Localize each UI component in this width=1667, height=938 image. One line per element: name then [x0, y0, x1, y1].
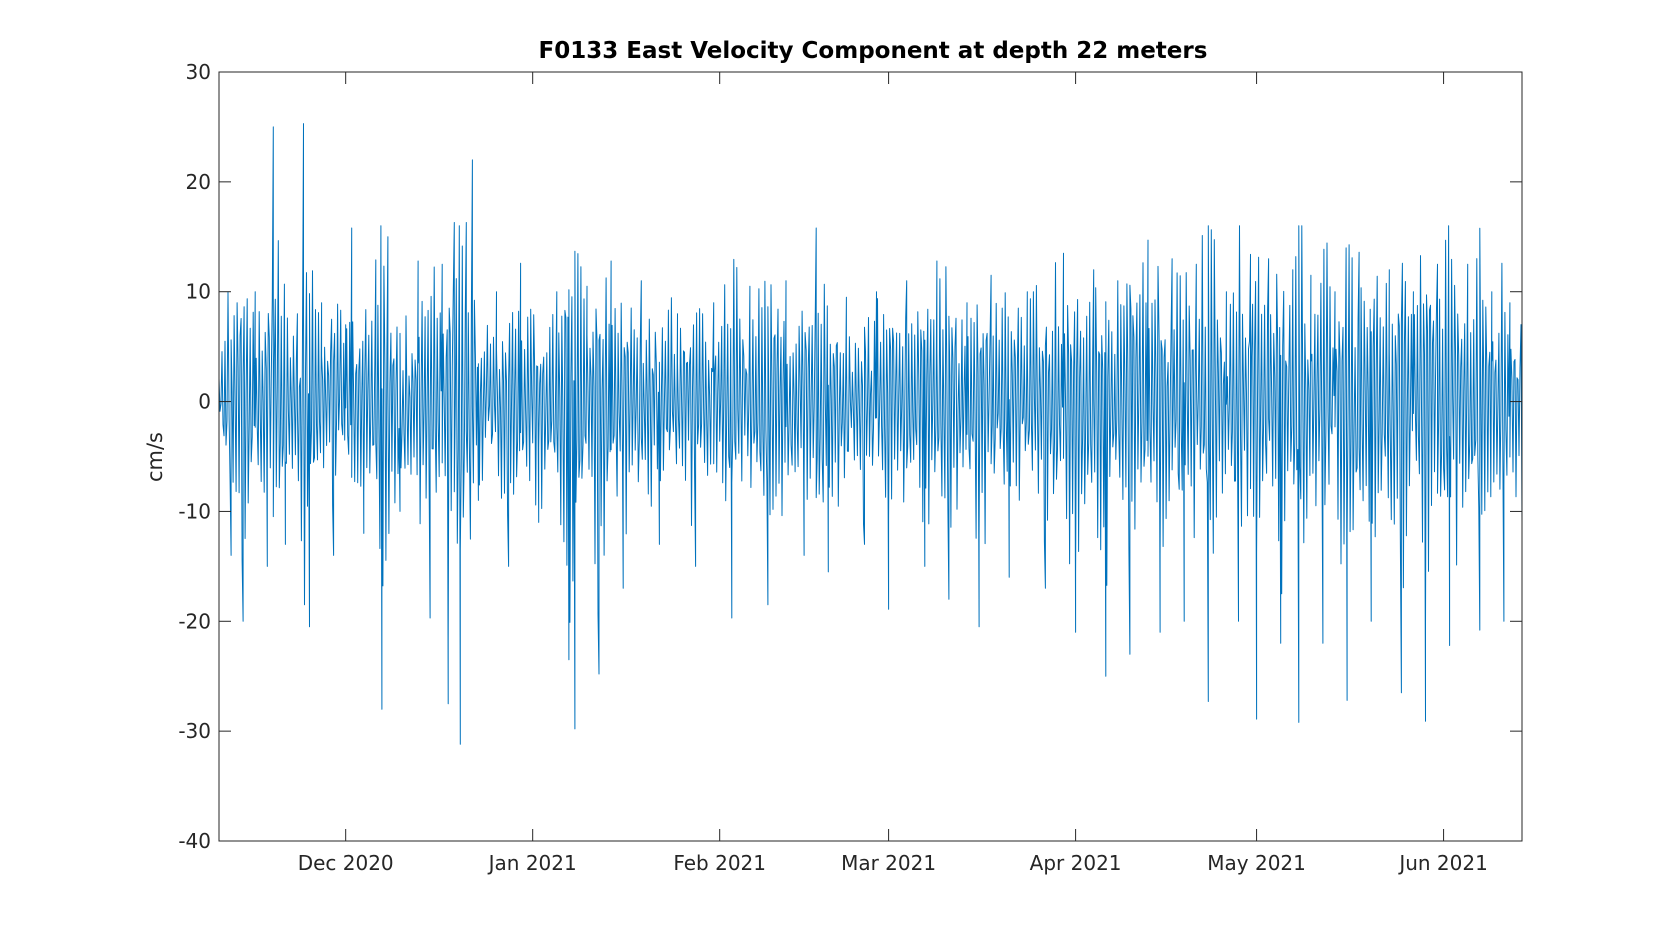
x-tick-label: Jan 2021 [487, 851, 577, 875]
x-tick-label: Mar 2021 [841, 851, 936, 875]
y-tick-label: 30 [186, 60, 211, 84]
y-tick-label: -10 [178, 499, 211, 523]
x-tick-label: Dec 2020 [298, 851, 394, 875]
x-tick-label: May 2021 [1207, 851, 1306, 875]
y-tick-label: -40 [178, 829, 211, 853]
axes: -40 -30 -20 -10 0 10 20 30 Dec 2020 Jan 2021 Feb 2… [178, 60, 1522, 875]
x-tick-label: Jun 2021 [1397, 851, 1488, 875]
y-tick-label: -30 [178, 719, 211, 743]
y-tick-label: 20 [186, 170, 211, 194]
y-tick-label: -20 [178, 609, 211, 633]
axes-box [218, 71, 1523, 842]
y-axis-label: cm/s [143, 432, 167, 482]
y-tick-label: 10 [186, 280, 211, 304]
chart-title: F0133 East Velocity Component at depth 2… [539, 38, 1208, 64]
plot-area [218, 123, 1523, 745]
x-tick-label: Apr 2021 [1030, 851, 1122, 875]
x-tick-label: Feb 2021 [673, 851, 766, 875]
series-line [218, 123, 1523, 745]
y-tick-label: 0 [198, 390, 211, 414]
